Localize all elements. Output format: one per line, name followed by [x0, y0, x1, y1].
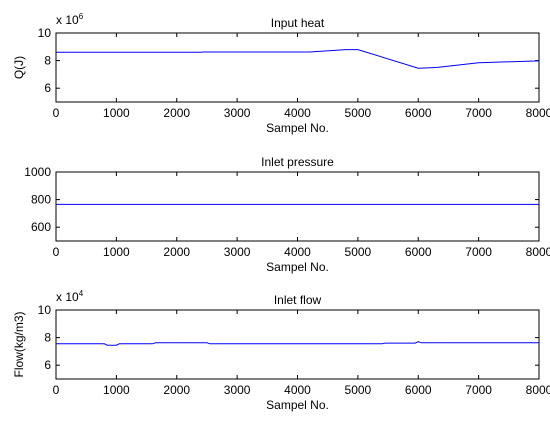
x-axis-label: Sampel No.	[266, 398, 329, 412]
x-axis-label: Sampel No.	[266, 121, 329, 135]
x-tick-label: 5000	[345, 383, 372, 397]
x-tick-label: 4000	[284, 245, 311, 259]
subplot-3: Inlet flow 0 1000 2000 3000 4000 5000 6000 7000 8…	[12, 289, 550, 412]
y-tick-label: 600	[31, 220, 51, 234]
exponent-base: x 10	[56, 290, 79, 304]
x-tick-label: 2000	[163, 106, 190, 120]
x-tick-label: 8000	[526, 245, 550, 259]
x-tick-label: 8000	[526, 383, 550, 397]
x-tick-label: 7000	[465, 383, 492, 397]
y-tick-label: 10	[38, 303, 52, 317]
x-axis-label: Sampel No.	[266, 260, 329, 274]
exponent-label: x 106	[56, 12, 84, 27]
exponent-power: 4	[79, 289, 84, 298]
series-line-1	[56, 49, 540, 69]
x-tick-label: 2000	[163, 245, 190, 259]
exponent-label: x 104	[56, 289, 84, 304]
x-tick-label: 5000	[345, 106, 372, 120]
x-tick-label: 5000	[345, 245, 372, 259]
x-tick-label: 7000	[465, 106, 492, 120]
x-tick-label: 3000	[224, 245, 251, 259]
plot-frame	[55, 32, 540, 103]
x-tick-label: 0	[53, 383, 60, 397]
subplot-2: Inlet pressure 0 1000 2000 3000 4000 5000 6000 7…	[24, 155, 550, 274]
x-tick-label: 4000	[284, 383, 311, 397]
plot-frame	[55, 171, 540, 242]
x-tick-label: 6000	[405, 106, 432, 120]
x-tick-label: 0	[53, 245, 60, 259]
x-tick-label: 1000	[103, 383, 130, 397]
x-tick-label: 8000	[526, 106, 550, 120]
plot-frame	[55, 309, 540, 380]
x-tick-label: 6000	[405, 245, 432, 259]
x-tick-label: 4000	[284, 106, 311, 120]
x-tick-label: 6000	[405, 383, 432, 397]
x-tick-label: 3000	[224, 106, 251, 120]
y-axis-label: Q(J)	[12, 56, 26, 79]
x-tick-label: 7000	[465, 245, 492, 259]
chart-title: Inlet flow	[274, 293, 322, 307]
x-tick-label: 1000	[103, 106, 130, 120]
y-tick-label: 8	[44, 331, 51, 345]
x-tick-label: 3000	[224, 383, 251, 397]
series-line-1	[56, 341, 539, 346]
y-tick-label: 1000	[24, 165, 51, 179]
subplot-1: Input heat 0 1000 2000 3000 4000 5000 6000 7000 8…	[12, 12, 550, 135]
y-axis-label: Flow(kg/m3)	[12, 311, 26, 377]
x-tick-label: 0	[53, 106, 60, 120]
y-tick-label: 6	[44, 358, 51, 372]
chart-title: Inlet pressure	[261, 155, 334, 169]
x-tick-label: 2000	[163, 383, 190, 397]
chart-title: Input heat	[271, 16, 325, 30]
y-tick-label: 800	[31, 193, 51, 207]
exponent-base: x 10	[56, 13, 79, 27]
exponent-power: 6	[79, 12, 84, 21]
x-tick-label: 1000	[103, 245, 130, 259]
y-tick-label: 6	[44, 81, 51, 95]
y-tick-label: 8	[44, 54, 51, 68]
y-tick-label: 10	[38, 26, 52, 40]
